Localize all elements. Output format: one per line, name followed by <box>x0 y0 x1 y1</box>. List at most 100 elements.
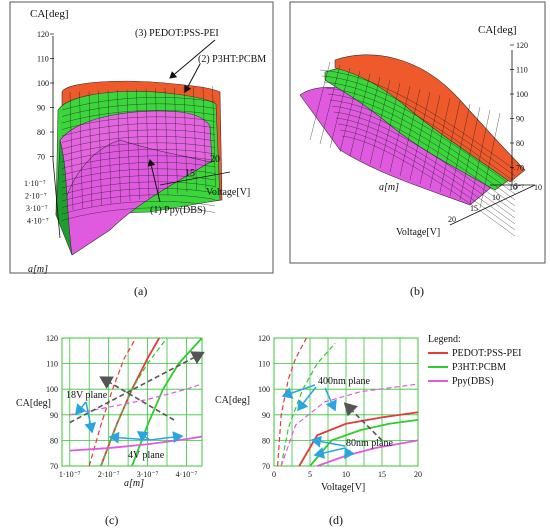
y-tick-label: 110 <box>258 360 270 369</box>
y-tick-label: 80 <box>262 436 270 445</box>
mesh-line <box>61 129 216 143</box>
pointer-ppy <box>147 159 161 203</box>
z-tick: 120 <box>516 41 528 50</box>
surface-ppy-front <box>61 139 211 256</box>
mesh-line <box>61 155 216 169</box>
z-tick: 100 <box>37 79 49 88</box>
label-pedot: (3) PEDOT:PSS-PEI <box>135 28 219 39</box>
panel-c-y-ticks: 70 80 90 100 110 120 <box>46 334 58 471</box>
arrow-4v-2 <box>149 431 184 444</box>
mesh-line <box>399 88 421 177</box>
caption-d: (d) <box>329 513 343 527</box>
z-tick: 80 <box>516 139 524 148</box>
mesh-line <box>329 67 351 149</box>
panel-a-frame <box>9 1 274 274</box>
v-tick-15: 15 <box>185 168 195 179</box>
z-tick-labels-b: 120 110 100 90 80 70 <box>510 41 528 173</box>
z-axis-label-b: CA[deg] <box>478 24 517 36</box>
legend-label: P3HT:PCBM <box>452 362 506 373</box>
panel-d-ylabel: CA[deg] <box>215 395 250 406</box>
v-tick-labels-b: 20 15 10 5 <box>448 182 518 224</box>
mesh-line <box>359 76 381 161</box>
a-tick: 2·10⁻⁷ <box>25 192 47 201</box>
mesh-line <box>349 73 371 157</box>
mesh-line <box>449 103 471 197</box>
panel-b: CA[deg] 120 110 100 90 80 70 10⁻⁷ 10 a[m] 20 1… <box>289 1 546 298</box>
x-tick-label: 15 <box>378 470 386 479</box>
trend-arrow-c <box>99 376 175 421</box>
x-tick-label: 20 <box>414 470 422 479</box>
y-tick-label: 110 <box>46 360 58 369</box>
panel-c: 70 80 90 100 110 120 1·10⁻⁷ 2·10⁻⁷ 3·10⁻⁷ 4·10⁻⁷… <box>16 334 205 527</box>
mesh-line <box>341 135 516 237</box>
mesh-line <box>61 103 216 117</box>
mesh-line <box>61 116 216 130</box>
panel-d-grid <box>273 337 419 467</box>
mesh-line <box>339 129 516 231</box>
mesh-line <box>61 97 216 111</box>
mesh-line <box>439 100 461 193</box>
a-tick: 3·10⁻⁷ <box>26 204 48 213</box>
mesh-line <box>61 123 216 137</box>
mesh-line <box>409 91 431 181</box>
series-ppy-dbs--dashed-5 <box>280 383 419 467</box>
panel-b-frame <box>289 1 546 264</box>
pointer-pedot <box>169 39 216 79</box>
mesh-line <box>61 181 216 195</box>
y-tick-label: 120 <box>258 334 270 343</box>
panel-c-grid <box>61 337 203 467</box>
series-ppy-dbs--solid-4 <box>69 435 203 452</box>
arrow-80nm-1 <box>310 435 346 448</box>
x-tick-label: 3·10⁻⁷ <box>137 470 159 479</box>
mesh-line <box>331 105 516 207</box>
z-tick: 120 <box>37 30 49 39</box>
mesh-line <box>61 149 216 163</box>
mesh-line <box>61 207 216 221</box>
z-tick: 100 <box>516 90 528 99</box>
annotation-4v-plane: 4V plane <box>128 450 165 461</box>
caption-c: (c) <box>105 513 118 527</box>
mesh-line <box>389 85 411 173</box>
arrow-4v-1 <box>108 431 151 444</box>
annotation-400nm-plane: 400nm plane <box>318 376 370 387</box>
y-tick-label: 70 <box>50 462 58 471</box>
mesh-line <box>327 93 516 195</box>
arrow-18v-2 <box>84 401 97 434</box>
z-axis-label: CA[deg] <box>30 8 69 20</box>
a-axis <box>52 159 61 239</box>
mesh-line <box>479 112 501 209</box>
panel-a: CA[deg] 120 110 100 90 80 70 1·10⁻⁷ 2·10⁻⁷ 3·10… <box>9 1 274 298</box>
a-tick-b-last: 10 <box>534 183 542 192</box>
z-tick: 110 <box>516 66 528 75</box>
legend-label: Ppy(DBS) <box>452 376 494 387</box>
mesh-line <box>126 89 131 202</box>
mesh-line <box>337 123 516 225</box>
v-tick: 5 <box>514 182 518 191</box>
arrow-18v-1 <box>75 401 87 416</box>
mesh-line <box>164 87 169 196</box>
plot-frame <box>273 337 419 467</box>
v-tick: 20 <box>448 215 456 224</box>
mesh-line <box>325 87 516 189</box>
x-tick-label: 10 <box>342 470 350 479</box>
arrow-400nm-1 <box>281 384 316 399</box>
mesh-line <box>79 91 83 209</box>
z-tick: 70 <box>516 164 524 173</box>
panel-c-x-ticks: 1·10⁻⁷ 2·10⁻⁷ 3·10⁻⁷ 4·10⁻⁷ <box>59 470 198 479</box>
trend-line-6 <box>343 402 383 441</box>
x-tick-label: 1·10⁻⁷ <box>59 470 81 479</box>
mesh-line <box>69 91 74 211</box>
z-tick: 90 <box>516 115 524 124</box>
panel-d-x-ticks: 0 5 10 15 20 <box>272 470 422 479</box>
mesh-line <box>333 111 516 213</box>
mesh-line <box>61 110 216 124</box>
z-tick: 70 <box>37 153 45 162</box>
y-tick-label: 100 <box>46 385 58 394</box>
mesh-line <box>61 188 216 202</box>
mesh-line <box>212 85 216 188</box>
z-tick: 90 <box>37 104 45 113</box>
v-axis-label: Voltage[V] <box>206 187 250 198</box>
legend-title: Legend: <box>428 334 461 345</box>
series-pedot-pss-pei-dashed-1 <box>88 337 137 467</box>
y-tick-label: 70 <box>262 462 270 471</box>
